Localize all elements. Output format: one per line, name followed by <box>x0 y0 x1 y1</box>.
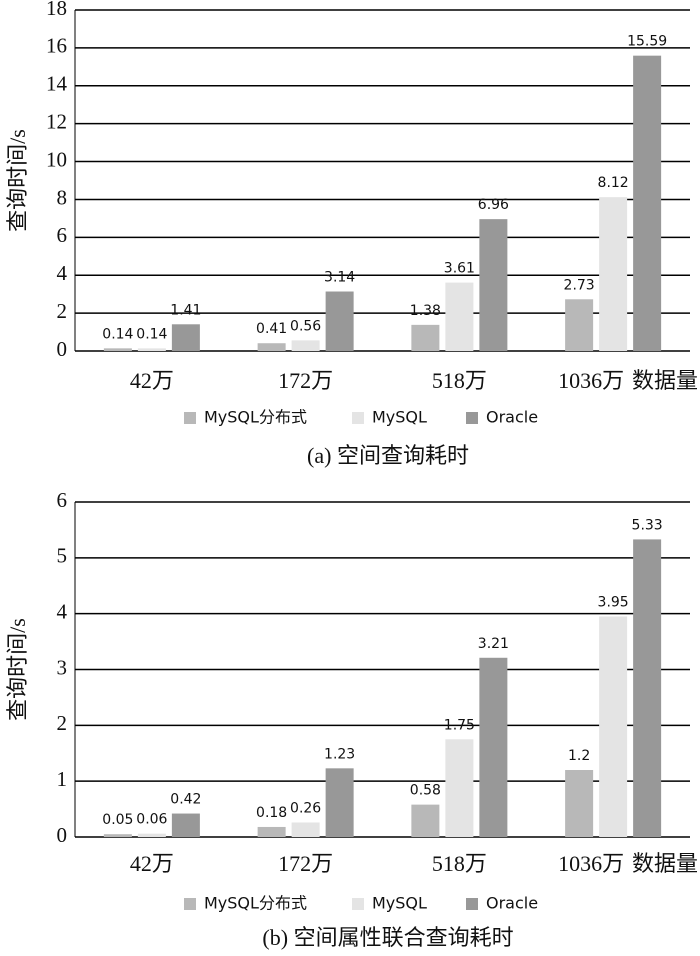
y-tick-label: 6 <box>57 223 68 247</box>
y-tick-label: 0 <box>57 337 68 361</box>
x-tick-label: 1036万 <box>558 851 624 876</box>
bar <box>291 340 320 351</box>
value-label: 0.06 <box>136 812 167 828</box>
y-tick-label: 16 <box>46 34 67 58</box>
bar <box>137 833 166 837</box>
x-tick-label: 518万 <box>432 368 487 393</box>
bar <box>633 55 662 351</box>
value-label: 1.38 <box>410 303 441 319</box>
legend-swatch <box>352 412 364 424</box>
bar <box>257 343 286 351</box>
legend-swatch <box>184 412 196 424</box>
bar <box>103 834 132 837</box>
x-axis-label: 数据量 <box>632 368 698 393</box>
y-tick-label: 10 <box>46 147 67 171</box>
y-tick-label: 4 <box>57 261 68 285</box>
x-tick-label: 172万 <box>278 368 333 393</box>
x-tick-label: 42万 <box>130 851 174 876</box>
bar <box>171 324 200 351</box>
y-tick-label: 0 <box>57 823 68 847</box>
y-tick-label: 14 <box>46 72 68 96</box>
y-tick-label: 12 <box>46 109 67 133</box>
y-tick-label: 2 <box>57 299 68 323</box>
bar <box>257 826 286 837</box>
y-tick-label: 8 <box>57 185 68 209</box>
legend-label: MySQL分布式 <box>204 408 307 427</box>
value-label: 8.12 <box>598 175 629 191</box>
y-axis-label: 查询时间/s <box>5 129 30 232</box>
value-label: 15.59 <box>627 34 667 50</box>
caption: (b) 空间属性联合查询耗时 <box>262 925 513 950</box>
x-tick-label: 1036万 <box>558 368 624 393</box>
legend-swatch <box>352 898 364 910</box>
value-label: 1.41 <box>170 302 201 318</box>
legend-label: Oracle <box>486 894 538 913</box>
value-label: 0.41 <box>256 321 287 337</box>
caption: (a) 空间查询耗时 <box>307 443 469 468</box>
bar <box>479 657 508 837</box>
value-label: 0.58 <box>410 783 441 799</box>
y-tick-label: 2 <box>57 711 68 735</box>
bar <box>633 539 662 837</box>
value-label: 0.18 <box>256 805 287 821</box>
value-label: 3.21 <box>478 636 509 652</box>
x-axis-label: 数据量 <box>632 851 698 876</box>
legend-label: MySQL <box>372 408 427 427</box>
value-label: 3.95 <box>598 594 629 610</box>
x-tick-label: 42万 <box>130 368 174 393</box>
bar <box>599 197 628 351</box>
legend-swatch <box>184 898 196 910</box>
value-label: 0.26 <box>290 800 321 816</box>
value-label: 0.05 <box>102 812 133 828</box>
bar <box>445 739 474 837</box>
y-tick-label: 5 <box>57 544 68 568</box>
value-label: 3.14 <box>324 270 355 286</box>
bar <box>325 768 354 837</box>
y-tick-label: 6 <box>57 488 68 512</box>
value-label: 5.33 <box>632 517 663 533</box>
bar <box>103 348 132 351</box>
y-tick-label: 4 <box>57 599 68 623</box>
value-label: 0.14 <box>136 326 167 342</box>
y-tick-label: 18 <box>46 0 67 20</box>
legend-label: MySQL <box>372 894 427 913</box>
legend-swatch <box>466 412 478 424</box>
legend-label: Oracle <box>486 408 538 427</box>
legend-swatch <box>466 898 478 910</box>
value-label: 0.14 <box>102 326 133 342</box>
value-label: 1.75 <box>444 717 475 733</box>
y-tick-label: 3 <box>57 655 68 679</box>
value-label: 2.73 <box>564 277 595 293</box>
value-label: 6.96 <box>478 197 509 213</box>
bar <box>171 813 200 837</box>
value-label: 0.56 <box>290 318 321 334</box>
bar <box>445 282 474 351</box>
y-tick-label: 1 <box>57 767 68 791</box>
bar <box>411 804 440 837</box>
bar <box>599 616 628 837</box>
bar <box>137 348 166 351</box>
bar <box>325 291 354 351</box>
value-label: 1.23 <box>324 746 355 762</box>
bar <box>565 299 594 351</box>
bar <box>565 770 594 837</box>
legend-label: MySQL分布式 <box>204 894 307 913</box>
value-label: 1.2 <box>568 748 590 764</box>
value-label: 0.42 <box>170 792 201 808</box>
bar <box>479 219 508 351</box>
y-axis-label: 查询时间/s <box>5 618 30 721</box>
x-tick-label: 518万 <box>432 851 487 876</box>
bar <box>411 324 440 351</box>
bar <box>291 822 320 837</box>
x-tick-label: 172万 <box>278 851 333 876</box>
value-label: 3.61 <box>444 261 475 277</box>
